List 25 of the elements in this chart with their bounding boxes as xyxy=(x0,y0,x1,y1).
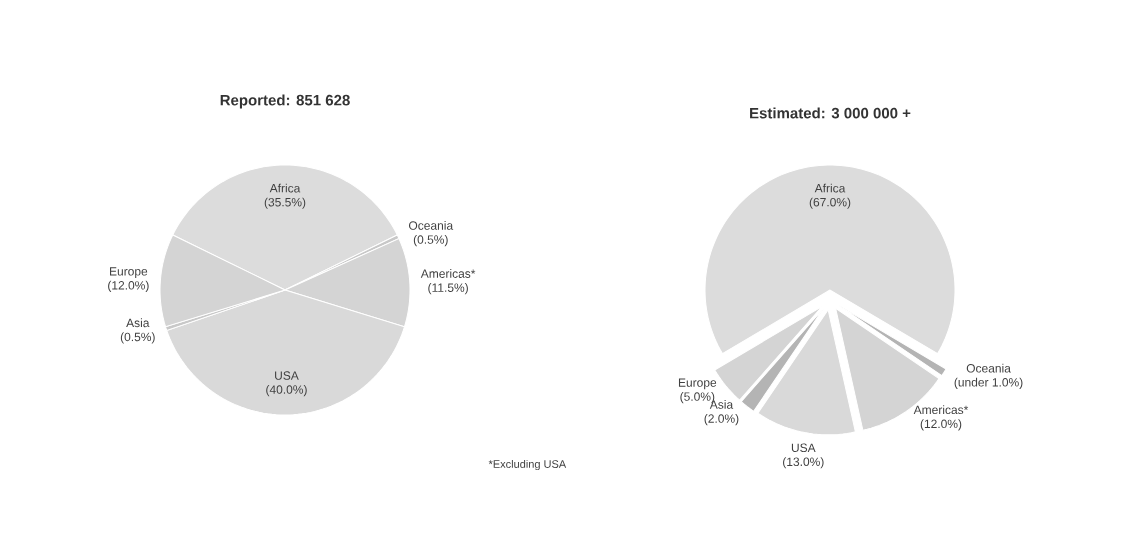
data-label: (under 1.0%) xyxy=(954,377,1023,389)
data-label: (35.5%) xyxy=(264,197,306,209)
data-label: (12.0%) xyxy=(920,419,962,431)
slice-label: Europe xyxy=(678,378,717,390)
slice-label: Oceania xyxy=(966,363,1011,373)
data-label: (13.0%) xyxy=(783,457,824,469)
chart-title: Reported: 851 628 xyxy=(220,94,350,109)
data-label: (11.5%) xyxy=(428,283,468,295)
slice-label: USA xyxy=(275,371,299,380)
data-label: (2.0%) xyxy=(704,414,739,426)
data-label: (0.5%) xyxy=(120,332,155,344)
slice-label: Europe xyxy=(110,267,148,278)
slice-label: Asia xyxy=(126,318,150,328)
slice-label: Africa xyxy=(269,183,301,193)
slice-label: USA xyxy=(791,443,816,452)
slice-label: Americas* xyxy=(420,269,476,278)
data-label: (12.0%) xyxy=(108,280,149,292)
text: *Excluding USA xyxy=(488,459,567,471)
slice-label: Africa xyxy=(814,183,846,193)
data-label: (67.0%) xyxy=(809,197,851,209)
data-label: (40.0%) xyxy=(266,384,307,397)
slice-label: Americas* xyxy=(913,405,969,415)
chart-title: Estimated: 3 000 000 + xyxy=(750,107,911,119)
slice-label: Oceania xyxy=(408,221,454,230)
data-label: (0.5%) xyxy=(413,235,448,247)
